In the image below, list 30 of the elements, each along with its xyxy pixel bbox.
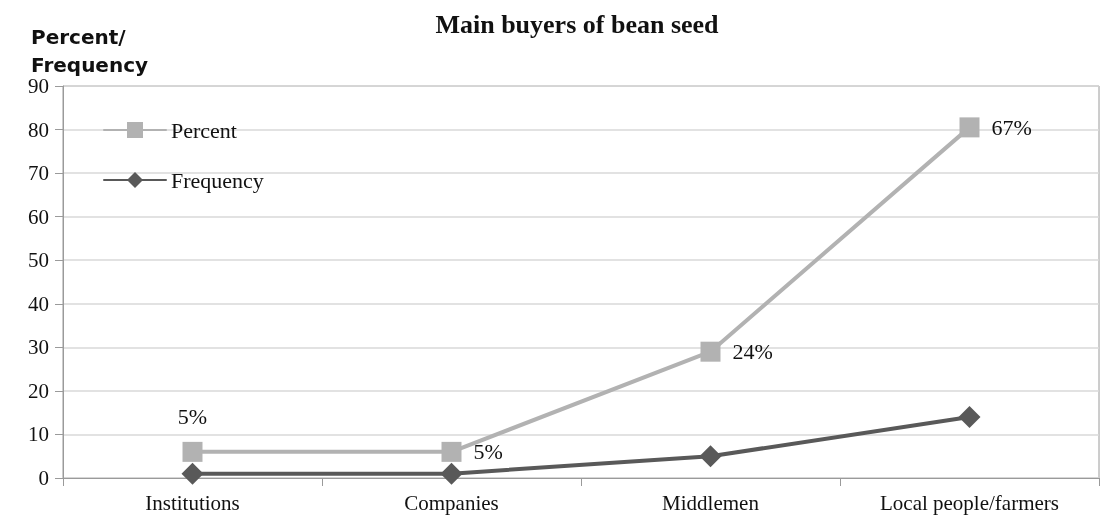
y-tick-label: 0 xyxy=(38,466,49,490)
y-tick-label: 50 xyxy=(28,248,49,273)
y-tick-label: 90 xyxy=(28,74,49,98)
point xyxy=(700,341,721,362)
legend-label: Percent xyxy=(171,117,237,143)
point xyxy=(699,445,722,468)
y-tick-label: 40 xyxy=(28,291,49,316)
y-tick-label: 70 xyxy=(28,161,49,186)
y-tick-label: 10 xyxy=(28,422,49,447)
x-tick-label: Institutions xyxy=(145,490,240,515)
y-axis-title: Percent/ Frequency xyxy=(31,25,149,77)
annotation: 67% xyxy=(991,114,1032,140)
x-tick-label: Local people/farmers xyxy=(880,490,1059,515)
annotation: 5% xyxy=(177,404,208,430)
x-tick-label: Companies xyxy=(404,490,499,515)
x-tick-label: Middlemen xyxy=(662,490,760,515)
y-tick-label: 60 xyxy=(28,204,49,229)
y-tick-label: 80 xyxy=(28,117,49,142)
point xyxy=(181,462,204,485)
point xyxy=(441,441,462,462)
y-tick-label: 30 xyxy=(28,335,49,360)
y-tick-label: 20 xyxy=(28,378,49,403)
point xyxy=(959,117,980,138)
point xyxy=(440,462,463,485)
point xyxy=(182,441,203,462)
annotation: 5% xyxy=(473,439,503,465)
legend-label: Frequency xyxy=(171,167,264,193)
chart-title: Main buyers of bean seed xyxy=(435,9,720,39)
annotation: 24% xyxy=(732,339,773,365)
point xyxy=(958,406,981,429)
